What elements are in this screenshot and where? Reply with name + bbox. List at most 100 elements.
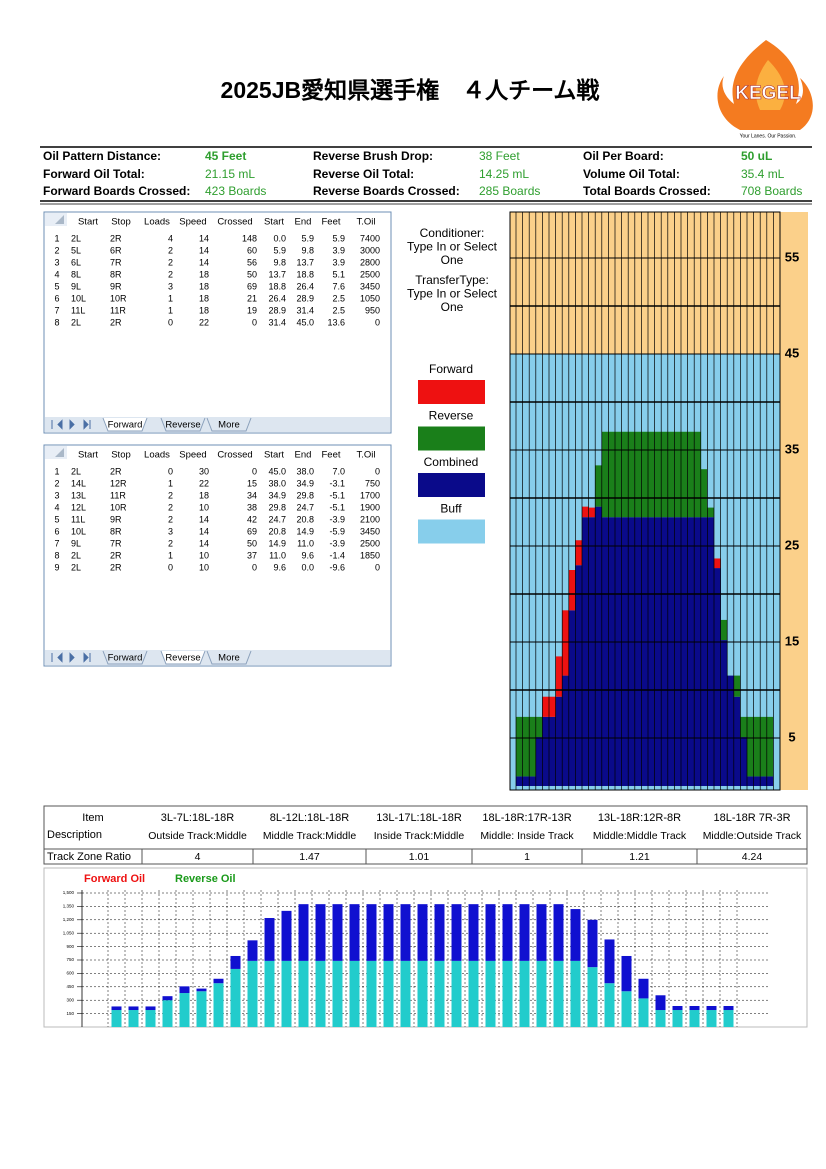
pattern-segment	[562, 675, 569, 786]
bar-segment	[400, 960, 411, 1027]
sheet-tab[interactable]: Reverse	[165, 420, 200, 431]
pattern-segment	[648, 431, 655, 518]
table-cell: 1	[168, 478, 173, 488]
sheet-tab[interactable]: Forward	[108, 653, 143, 664]
bar-segment	[536, 904, 547, 961]
legend-swatch	[418, 519, 485, 544]
zone-item: 18L-18R 7R-3R	[713, 812, 790, 824]
pattern-segment	[740, 716, 747, 738]
zone-item: 18L-18R:17R-13R	[482, 812, 571, 824]
pattern-segment	[562, 610, 569, 676]
tab-nav	[51, 419, 91, 430]
pattern-segment	[707, 517, 714, 786]
tab-shape	[102, 417, 148, 432]
table-cell: 0	[375, 317, 380, 327]
table-cell: 0	[168, 317, 173, 327]
table-cell: 2R	[110, 562, 122, 572]
pattern-segment	[694, 517, 701, 786]
table-cell: 0	[375, 466, 380, 476]
table-cell: 20.8	[268, 526, 286, 536]
pattern-segment	[595, 506, 602, 786]
pattern-segment	[555, 696, 563, 786]
table-cell: 2	[168, 269, 173, 279]
bar-segment	[179, 986, 190, 994]
pattern-segment	[667, 431, 675, 518]
oil-bar-chart: Forward Oil Reverse Oil 150 300 450 600 750 900…	[43, 867, 808, 1028]
pattern-segment	[687, 517, 695, 786]
bar-segment	[536, 960, 547, 1027]
table-cell: 7.6	[332, 281, 345, 291]
tab-shape	[206, 417, 252, 432]
pattern-axis-label: 15	[785, 633, 799, 648]
pattern-segment	[522, 716, 530, 777]
info-label: Forward Oil Total:	[43, 167, 145, 181]
table-cell: 37	[247, 550, 257, 560]
sheet-tab[interactable]: Reverse	[165, 653, 200, 664]
pattern-segment	[516, 776, 523, 786]
y-tick-label: 300	[66, 997, 74, 1002]
logo-flame-inner	[755, 60, 785, 110]
table-cell: 2.5	[332, 305, 345, 315]
bar-segment	[213, 978, 224, 984]
table-cell: 24.7	[268, 514, 286, 524]
table-cell: 14	[199, 526, 209, 536]
table-cell: 3000	[360, 245, 380, 255]
table-cell: 22	[199, 317, 209, 327]
zone-description: Middle Track:Middle	[263, 830, 357, 842]
table-cell: 26.4	[268, 293, 286, 303]
table-cell: 38.0	[296, 466, 314, 476]
table-cell: 10L	[71, 293, 86, 303]
sheet-tab[interactable]: More	[218, 420, 240, 431]
info-label: Reverse Oil Total:	[313, 167, 414, 181]
zone-description: Outside Track:Middle	[148, 830, 247, 842]
column-header: Stop	[111, 450, 131, 461]
bar-segment	[706, 1006, 717, 1011]
table-cell: 2L	[71, 317, 81, 327]
pattern-segment	[760, 776, 767, 786]
logo-text: KEGEL	[735, 83, 801, 104]
table-cell: 18	[199, 269, 209, 279]
table-cell: 3450	[360, 281, 380, 291]
info-label: Reverse Brush Drop:	[313, 149, 433, 163]
info-label: Oil Per Board:	[583, 149, 664, 163]
pattern-axis-label: 45	[785, 345, 799, 360]
table-cell: 2	[168, 538, 173, 548]
pattern-axis-label: 25	[785, 537, 799, 552]
table-cell: -1.4	[329, 550, 345, 560]
bar-segment	[349, 904, 360, 961]
sheet-tab[interactable]: Forward	[108, 420, 143, 431]
logo-tagline: Your Lanes. Our Passion.	[740, 133, 797, 139]
pattern-segment	[588, 517, 596, 786]
info-value: 285 Boards	[479, 184, 540, 198]
table-cell: 18.8	[296, 269, 314, 279]
pattern-segment	[687, 431, 695, 518]
table-cell: 45.0	[296, 317, 314, 327]
bar-segment	[264, 918, 275, 961]
table-cell: 0	[168, 562, 173, 572]
pattern-segment	[654, 431, 662, 518]
table-cell: 34	[247, 490, 257, 500]
legend-swatch	[418, 473, 485, 497]
table-cell: 14	[199, 233, 209, 243]
pattern-segment	[522, 776, 530, 786]
pattern-segment	[549, 696, 556, 717]
oil-pattern-chart: 5 15 25 35 45 55	[509, 211, 808, 791]
table-cell: 30	[199, 466, 209, 476]
table-cell: 11R	[110, 490, 126, 500]
table-cell: 6L	[71, 257, 81, 267]
row-number: 4	[54, 502, 59, 512]
pattern-segment	[681, 517, 688, 786]
table-cell: 3450	[360, 526, 380, 536]
table-cell: 14L	[71, 478, 86, 488]
pattern-segment	[595, 465, 602, 507]
pattern-axis-label: 55	[785, 249, 799, 264]
column-header: Start	[264, 217, 284, 228]
table-cell: 2	[168, 514, 173, 524]
table-cell: 3.9	[332, 245, 345, 255]
table-cell: 7R	[110, 257, 122, 267]
pattern-segment	[733, 696, 741, 786]
conditioner-line: Type In or Select	[407, 240, 498, 254]
table-cell: 69	[247, 281, 257, 291]
column-header: Feet	[321, 217, 340, 228]
sheet-tab[interactable]: More	[218, 653, 240, 664]
